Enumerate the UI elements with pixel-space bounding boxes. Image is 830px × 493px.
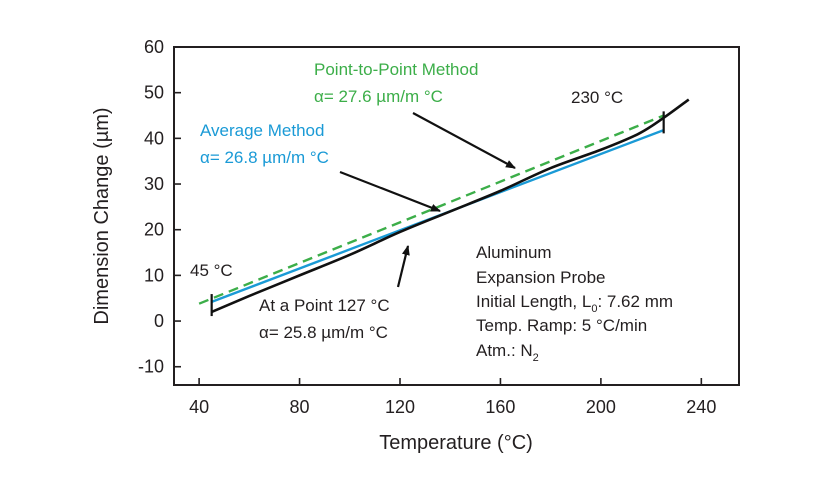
x-tick-label: 240	[686, 397, 716, 417]
end-temperature-label: 230 °C	[571, 88, 623, 107]
average-arrow	[339, 170, 441, 213]
note-material: Aluminum	[476, 243, 552, 262]
note-initial-length-value: : 7.62 mm	[597, 292, 673, 311]
point-to-point-title: Point-to-Point Method	[314, 60, 478, 79]
note-initial-length-main: Initial Length, L	[476, 292, 591, 311]
x-tick-label: 40	[189, 397, 209, 417]
y-axis: 60 50 40 30 20 10 0 -10	[138, 37, 181, 377]
note-initial-length-subscript: 0	[591, 303, 597, 315]
y-tick-label: 60	[144, 37, 164, 57]
measured-series-line	[211, 98, 690, 314]
x-tick-label: 200	[586, 397, 616, 417]
y-tick-label: 20	[144, 220, 164, 240]
series-group	[198, 98, 690, 314]
point-to-point-arrow	[412, 112, 516, 169]
at-point-title: At a Point 127 °C	[259, 296, 390, 315]
note-initial-length: Initial Length, L0: 7.62 mm	[476, 292, 673, 315]
y-tick-label: 50	[144, 83, 164, 103]
y-tick-label: 10	[144, 265, 164, 285]
point-series-line	[198, 114, 665, 305]
x-axis: 40 80 120 160 200 240	[189, 378, 716, 417]
y-axis-title: Dimension Change (µm)	[91, 107, 113, 324]
y-tick-label: 40	[144, 128, 164, 148]
endpoint-markers	[210, 111, 665, 317]
note-probe: Expansion Probe	[476, 268, 605, 287]
y-tick-label: 30	[144, 174, 164, 194]
note-atmosphere-main: Atm.: N	[476, 341, 533, 360]
start-temperature-label: 45 °C	[190, 261, 233, 280]
at-point-value: α= 25.8 µm/m °C	[259, 323, 388, 342]
point-to-point-value: α= 27.6 µm/m °C	[314, 87, 443, 106]
note-temp-ramp: Temp. Ramp: 5 °C/min	[476, 316, 647, 335]
average-title: Average Method	[200, 121, 324, 140]
x-tick-label: 80	[290, 397, 310, 417]
at-point-arrow	[396, 245, 410, 288]
note-atmosphere-subscript: 2	[533, 352, 539, 364]
y-tick-label: 0	[154, 311, 164, 331]
y-tick-label: -10	[138, 357, 164, 377]
x-tick-label: 160	[485, 397, 515, 417]
average-value: α= 26.8 µm/m °C	[200, 148, 329, 167]
x-tick-label: 120	[385, 397, 415, 417]
note-atmosphere: Atm.: N2	[476, 341, 539, 364]
x-axis-title: Temperature (°C)	[379, 432, 533, 454]
plot-frame	[173, 46, 740, 386]
